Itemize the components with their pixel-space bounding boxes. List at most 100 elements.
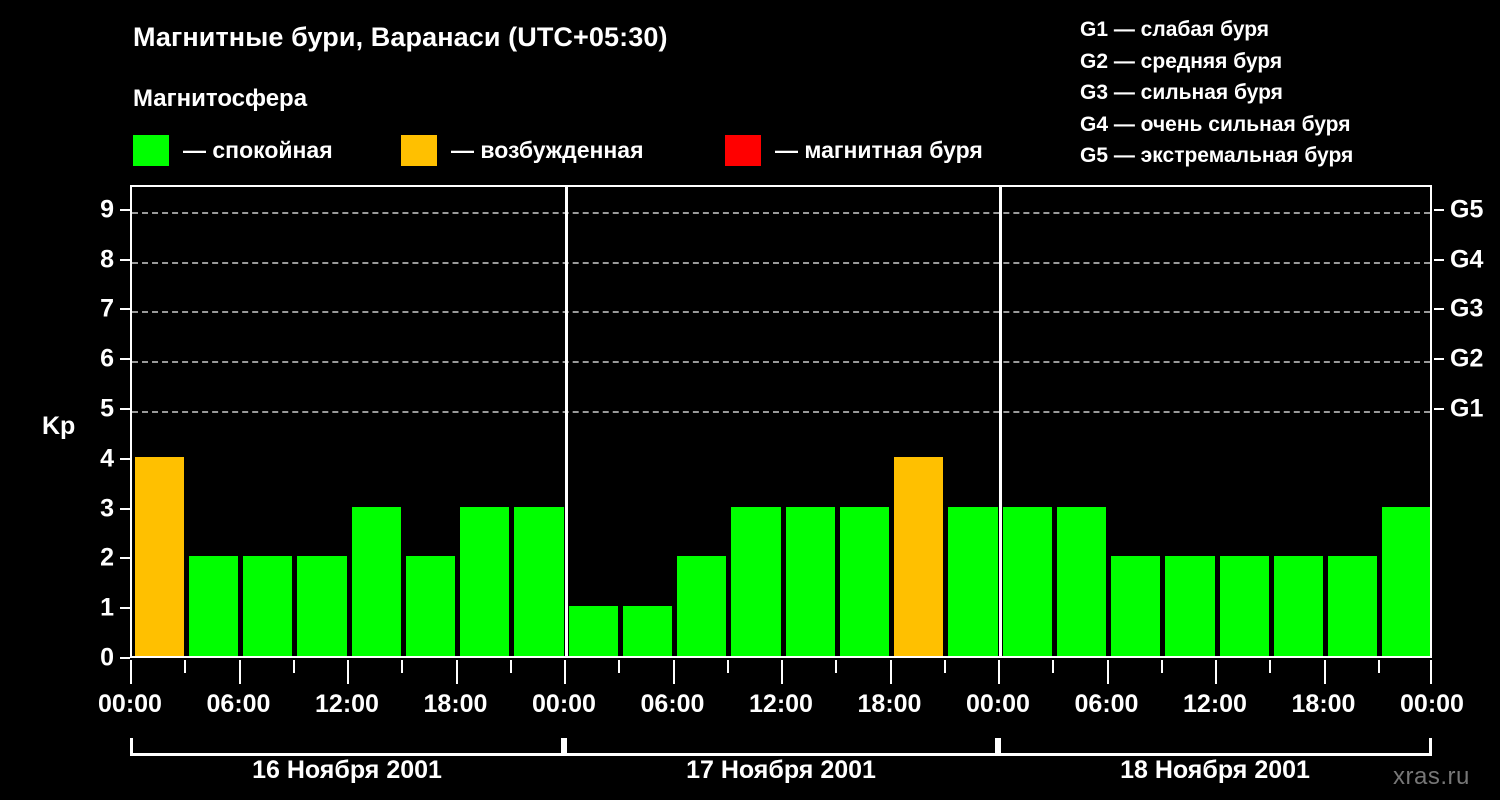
x-tick-14 [889, 660, 892, 684]
bar-10 [677, 556, 727, 656]
x-tick-1 [184, 660, 187, 673]
bar-5 [405, 556, 455, 656]
g-scale-row-5: G5 — экстремальная буря [1080, 144, 1354, 167]
bar-3 [297, 556, 347, 656]
x-tick-6 [455, 660, 458, 684]
g-tick-G3 [1434, 308, 1444, 311]
bar-22 [1328, 556, 1378, 656]
day-brackets [130, 738, 1432, 756]
x-tick-8 [564, 660, 566, 684]
x-tick-19 [1160, 660, 1163, 673]
y-axis-label-1: 1 [100, 593, 114, 622]
x-tick-23 [1377, 660, 1380, 673]
y-axis-label-6: 6 [100, 344, 114, 373]
x-axis-label-10: 12:00 [1183, 690, 1247, 718]
x-tick-0 [130, 660, 132, 684]
y-tick-7 [120, 308, 130, 311]
x-tick-15 [943, 660, 946, 673]
gridline-kp-9 [132, 211, 1430, 214]
g-scale-row-3: G3 — сильная буря [1080, 81, 1283, 104]
legend-item-label: — магнитная буря [775, 136, 983, 163]
g-axis-label-G4: G4 [1450, 245, 1484, 274]
bar-14 [894, 456, 944, 656]
watermark: xras.ru [1393, 763, 1470, 790]
g-tick-G5 [1434, 208, 1444, 211]
g-axis-label-G3: G3 [1450, 294, 1484, 323]
y-tick-1 [120, 607, 130, 610]
magnetosphere-label: Магнитосфера [133, 85, 308, 112]
g-scale-row-2: G2 — средняя буря [1080, 49, 1283, 73]
bar-16 [1002, 506, 1052, 656]
y-axis-label-4: 4 [100, 444, 114, 473]
y-axis-label-2: 2 [100, 543, 114, 572]
g-scale-row-4: G4 — очень сильная буря [1080, 112, 1351, 136]
gridline-kp-7 [132, 311, 1430, 314]
day-separator-2 [998, 187, 1002, 656]
legend-item-calm: — спокойная [133, 133, 333, 167]
bar-4 [351, 506, 401, 656]
x-tick-3 [292, 660, 295, 673]
bar-1 [188, 556, 238, 656]
x-axis-label-1: 06:00 [206, 690, 271, 718]
bar-2 [243, 556, 293, 656]
g-axis-label-G5: G5 [1450, 195, 1484, 224]
x-tick-20 [1215, 660, 1217, 684]
x-tick-22 [1323, 660, 1326, 684]
g-tick-G4 [1434, 258, 1444, 261]
bar-17 [1056, 506, 1106, 656]
day-bracket-1 [130, 738, 564, 756]
g-scale-row-1: G1 — слабая буря [1080, 18, 1270, 41]
day-bracket-2 [564, 738, 998, 756]
g-axis-label-G2: G2 [1450, 344, 1484, 373]
y-axis-label-9: 9 [100, 195, 114, 224]
y-tick-5 [120, 408, 130, 411]
y-tick-0 [120, 657, 130, 659]
x-axis-label-2: 12:00 [315, 690, 379, 718]
x-axis-label-11: 18:00 [1291, 690, 1356, 718]
bar-9 [622, 606, 672, 656]
gridline-kp-8 [132, 261, 1430, 264]
y-tick-2 [120, 557, 130, 560]
x-tick-13 [835, 660, 838, 673]
g-axis-label-G1: G1 [1450, 394, 1484, 423]
x-tick-7 [509, 660, 512, 673]
day-bracket-3 [998, 738, 1432, 756]
bar-0 [134, 456, 184, 656]
x-axis-label-7: 18:00 [857, 690, 922, 718]
x-tick-5 [401, 660, 404, 673]
calm-swatch-icon [133, 134, 169, 166]
y-axis-label-0: 0 [100, 643, 114, 672]
g-scale-legend: G1 — слабая буря G2 — средняя буря G3 — си… [1080, 14, 1500, 172]
x-axis-label-4: 00:00 [532, 690, 596, 718]
x-tick-2 [238, 660, 241, 684]
page-title: Магнитные бури, Варанаси (UTC+05:30) [133, 22, 668, 52]
x-tick-18 [1106, 660, 1109, 684]
x-axis-label-3: 18:00 [423, 690, 488, 718]
y-tick-3 [120, 507, 130, 510]
y-axis-label-7: 7 [100, 294, 114, 323]
bar-20 [1219, 556, 1269, 656]
bar-18 [1111, 556, 1161, 656]
bar-15 [948, 506, 998, 656]
y-tick-6 [120, 358, 130, 361]
y-axis-title: Kp [42, 412, 76, 440]
g-tick-G2 [1434, 358, 1444, 361]
y-tick-4 [120, 457, 130, 460]
gridline-kp-5 [132, 411, 1430, 414]
legend-item-label: — спокойная [183, 136, 333, 163]
x-tick-21 [1269, 660, 1272, 673]
day-labels: 16 Ноября 2001 17 Ноября 2001 18 Ноября 20… [130, 756, 1432, 790]
x-axis-label-6: 12:00 [749, 690, 813, 718]
y-axis-label-3: 3 [100, 494, 114, 523]
x-axis-label-8: 00:00 [966, 690, 1030, 718]
x-axis-label-0: 00:00 [98, 690, 162, 718]
bar-11 [731, 506, 781, 656]
excited-swatch-icon [401, 134, 437, 166]
bar-13 [839, 506, 889, 656]
magnetosphere-legend: — спокойная — возбужденная — магнитная бур… [133, 133, 1033, 167]
x-tick-9 [618, 660, 621, 673]
x-tick-16 [998, 660, 1000, 684]
x-axis-label-5: 06:00 [640, 690, 705, 718]
y-axis-label-8: 8 [100, 245, 114, 274]
bar-21 [1273, 556, 1323, 656]
